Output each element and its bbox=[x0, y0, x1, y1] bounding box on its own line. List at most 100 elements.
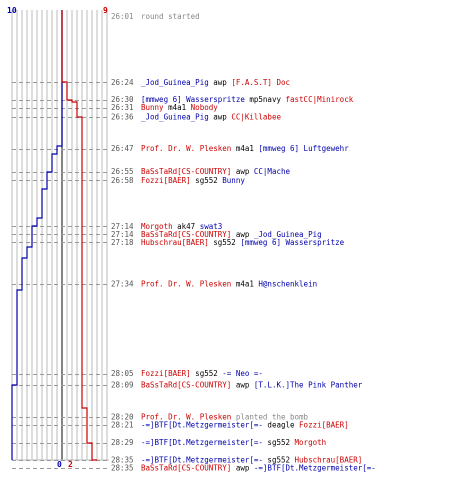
blue-start-count: 10 bbox=[7, 6, 17, 15]
event-segment: [mmweg 6] Wasserspritze bbox=[141, 95, 245, 104]
event-segment: -=]BTF[Dt.Metzgermeister[=- bbox=[141, 438, 263, 447]
event-segment: sg552 bbox=[191, 369, 223, 378]
event-time: 26:47 bbox=[111, 144, 134, 153]
event-description: -=]BTF[Dt.Metzgermeister[=- sg552 Morgot… bbox=[141, 438, 326, 447]
event-segment: Fozzi[BAER] bbox=[141, 369, 191, 378]
event-description: [mmweg 6] Wasserspritze mp5navy fastCC|M… bbox=[141, 95, 354, 104]
event-segment: CC|Mache bbox=[254, 167, 291, 176]
event-description: BaSsTaRd[CS-COUNTRY] awp CC|Mache bbox=[141, 167, 290, 176]
event-description: Morgoth ak47 swat3 bbox=[141, 222, 222, 231]
event-segment: sg552 bbox=[209, 238, 241, 247]
event-segment: _Jod_Guinea_Pig bbox=[254, 230, 322, 239]
event-segment: Bunny bbox=[141, 103, 164, 112]
event-segment: awp bbox=[209, 112, 232, 121]
team-count-lines bbox=[11, 10, 97, 461]
event-description: _Jod_Guinea_Pig awp CC|Killabee bbox=[141, 112, 281, 121]
event-segment: awp bbox=[231, 167, 254, 176]
event-segment: Morgoth bbox=[295, 438, 327, 447]
event-time: 28:29 bbox=[111, 438, 134, 447]
event-time: 26:58 bbox=[111, 176, 134, 185]
event-description: Fozzi[BAER] sg552 Bunny bbox=[141, 176, 245, 185]
event-time: 27:34 bbox=[111, 280, 134, 289]
event-segment: sg552 bbox=[263, 456, 295, 465]
event-time: 27:14 bbox=[111, 230, 134, 239]
event-description: Fozzi[BAER] sg552 -= Neo =- bbox=[141, 369, 263, 378]
event-dash-lines bbox=[12, 82, 109, 469]
event-segment: fastCC|Minirock bbox=[286, 95, 354, 104]
event-segment: Prof. Dr. W. Plesken bbox=[141, 280, 231, 289]
event-segment: Nobody bbox=[191, 103, 219, 112]
event-segment: m4a1 bbox=[164, 103, 191, 112]
event-segment: H@nschenklein bbox=[258, 280, 317, 289]
event-segment: sg552 bbox=[191, 176, 223, 185]
event-segment: awp bbox=[231, 230, 254, 239]
event-segment: [mmweg 6] Wasserspritze bbox=[240, 238, 344, 247]
event-segment: BaSsTaRd[CS-COUNTRY] bbox=[141, 230, 231, 239]
event-segment: BaSsTaRd[CS-COUNTRY] bbox=[141, 167, 231, 176]
event-segment: Bunny bbox=[222, 176, 245, 185]
blue-team-line bbox=[11, 10, 63, 460]
event-segment: planted the bomb bbox=[231, 412, 308, 421]
event-segment: BaSsTaRd[CS-COUNTRY] bbox=[141, 464, 231, 473]
event-segment: Prof. Dr. W. Plesken bbox=[141, 144, 231, 153]
round-start-time: 26:01 bbox=[111, 12, 134, 21]
event-description: BaSsTaRd[CS-COUNTRY] awp [T.L.K.]The Pin… bbox=[141, 381, 363, 390]
event-segment: -=]BTF[Dt.Metzgermeister[=- bbox=[254, 464, 376, 473]
event-segment: awp bbox=[209, 78, 232, 87]
event-segment: BaSsTaRd[CS-COUNTRY] bbox=[141, 381, 231, 390]
event-segment: swat3 bbox=[200, 222, 223, 231]
event-time: 26:55 bbox=[111, 167, 134, 176]
event-segment: Hubschrau[BAER] bbox=[295, 456, 363, 465]
event-segment: Fozzi[BAER] bbox=[299, 420, 349, 429]
event-time: 27:18 bbox=[111, 238, 134, 247]
event-time: 28:21 bbox=[111, 420, 134, 429]
round-start-label: round started bbox=[141, 12, 200, 21]
event-description: BaSsTaRd[CS-COUNTRY] awp _Jod_Guinea_Pig bbox=[141, 230, 322, 239]
event-segment: [T.L.K.]The Pink Panther bbox=[254, 381, 363, 390]
event-labels: 26:24 _Jod_Guinea_Pig awp [F.A.S.T] Doc 26… bbox=[111, 78, 376, 473]
event-description: BaSsTaRd[CS-COUNTRY] awp -=]BTF[Dt.Metzg… bbox=[141, 464, 376, 473]
event-description: Bunny m4a1 Nobody bbox=[141, 103, 218, 112]
event-description: Prof. Dr. W. Plesken m4a1 H@nschenklein bbox=[141, 280, 317, 289]
event-segment: CC|Killabee bbox=[231, 112, 281, 121]
blue-end-count: 0 bbox=[57, 460, 62, 469]
event-description: -=]BTF[Dt.Metzgermeister[=- sg552 Hubsch… bbox=[141, 456, 362, 465]
event-segment: [mmweg 6] Luftgewehr bbox=[258, 144, 349, 153]
red-start-count: 9 bbox=[103, 6, 108, 15]
event-segment: mp5navy bbox=[245, 95, 286, 104]
event-segment: ak47 bbox=[173, 222, 200, 231]
event-segment: Fozzi[BAER] bbox=[141, 176, 191, 185]
event-time: 26:24 bbox=[111, 78, 134, 87]
event-description: Prof. Dr. W. Plesken m4a1 [mmweg 6] Luft… bbox=[141, 144, 349, 153]
red-end-count: 2 bbox=[68, 460, 73, 469]
event-description: Hubschrau[BAER] sg552 [mmweg 6] Wassersp… bbox=[141, 238, 345, 247]
event-segment: _Jod_Guinea_Pig bbox=[141, 112, 209, 121]
event-segment: Hubschrau[BAER] bbox=[141, 238, 209, 247]
event-segment: Prof. Dr. W. Plesken bbox=[141, 412, 231, 421]
event-segment: Morgoth bbox=[141, 222, 173, 231]
event-segment: -= Neo =- bbox=[222, 369, 263, 378]
event-segment: _Jod_Guinea_Pig bbox=[141, 78, 209, 87]
red-team-line bbox=[61, 10, 97, 461]
event-time: 26:30 bbox=[111, 95, 134, 104]
event-time: 26:36 bbox=[111, 112, 134, 121]
event-segment: m4a1 bbox=[231, 144, 258, 153]
event-description: _Jod_Guinea_Pig awp [F.A.S.T] Doc bbox=[141, 78, 290, 87]
event-segment: sg552 bbox=[263, 438, 295, 447]
event-description: -=]BTF[Dt.Metzgermeister[=- deagle Fozzi… bbox=[141, 420, 349, 429]
event-time: 28:09 bbox=[111, 381, 134, 390]
event-segment: -=]BTF[Dt.Metzgermeister[=- bbox=[141, 456, 263, 465]
event-description: Prof. Dr. W. Plesken planted the bomb bbox=[141, 412, 309, 421]
event-time: 28:35 bbox=[111, 456, 134, 465]
event-time: 28:05 bbox=[111, 369, 134, 378]
event-time: 28:20 bbox=[111, 412, 134, 421]
event-segment: awp bbox=[231, 381, 254, 390]
event-segment: -=]BTF[Dt.Metzgermeister[=- bbox=[141, 420, 263, 429]
event-segment: awp bbox=[231, 464, 254, 473]
event-time: 28:35 bbox=[111, 464, 134, 473]
event-segment: deagle bbox=[263, 420, 299, 429]
team-counts: 10 9 0 2 bbox=[7, 6, 108, 469]
event-segment: [F.A.S.T] Doc bbox=[231, 78, 290, 87]
event-time: 27:14 bbox=[111, 222, 134, 231]
